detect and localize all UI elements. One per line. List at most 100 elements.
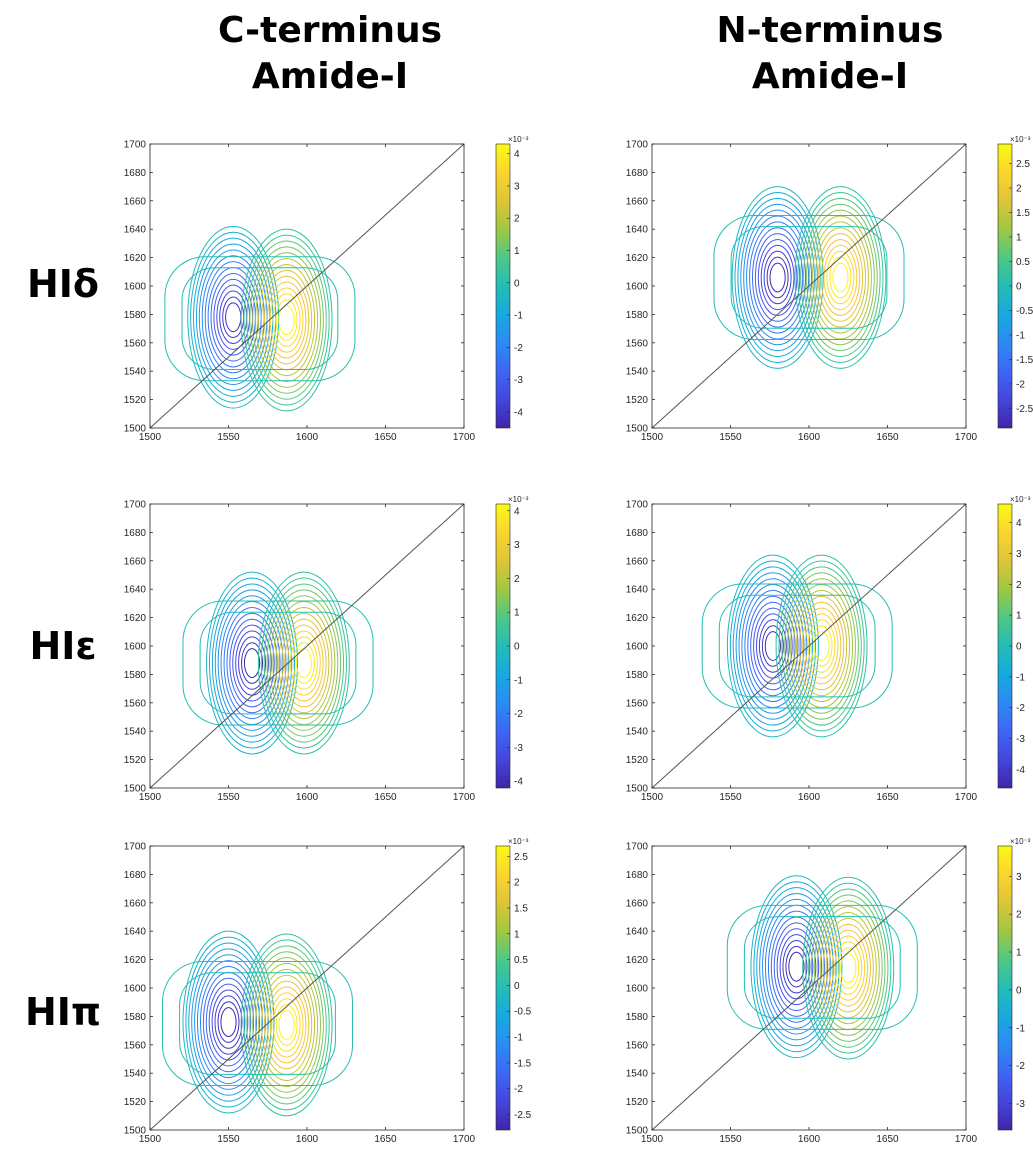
y-tick-label: 1600 <box>124 282 147 293</box>
contour-line <box>292 642 315 684</box>
x-tick-label: 1550 <box>217 432 240 443</box>
y-tick-label: 1600 <box>626 984 649 995</box>
contour-line <box>743 209 813 346</box>
contour-line <box>810 894 886 1042</box>
x-tick-label: 1700 <box>453 792 476 803</box>
contour-line <box>240 228 333 412</box>
contour-line <box>249 951 324 1099</box>
colorbar-exponent-label: ×10⁻³ <box>508 495 529 504</box>
y-tick-label: 1560 <box>124 338 147 349</box>
y-tick-label: 1500 <box>124 424 147 435</box>
contour-line <box>249 246 324 394</box>
colorbar-tick-label: 0 <box>1016 985 1022 996</box>
contour-line <box>269 992 304 1058</box>
row-label-hi-pi: HIπ <box>25 990 101 1034</box>
contour-line <box>252 957 321 1093</box>
contour-line <box>737 197 818 358</box>
x-tick-label: 1700 <box>955 792 978 803</box>
x-tick-label: 1600 <box>798 432 821 443</box>
contour-line <box>272 998 301 1052</box>
contour-line <box>784 572 859 720</box>
outer-contour <box>182 600 374 726</box>
colorbar-tick-label: -1 <box>1016 1023 1025 1034</box>
y-tick-label: 1620 <box>124 613 147 624</box>
contour-panel-hi-epsilon-c-terminus: 1500 1550 1600 1650 1700 1500 1520 1540 1560 1580… <box>124 495 529 803</box>
y-tick-label: 1520 <box>626 1097 649 1108</box>
colorbar-tick-label: -0.5 <box>1016 306 1033 317</box>
contour-line <box>752 227 804 328</box>
contour-line <box>220 1007 237 1037</box>
y-tick-label: 1560 <box>626 338 649 349</box>
contour-line <box>794 186 887 369</box>
contour-line <box>775 554 868 738</box>
x-tick-label: 1500 <box>139 1134 162 1145</box>
y-tick-label: 1700 <box>626 140 649 151</box>
contour-line <box>226 612 278 714</box>
x-tick-label: 1550 <box>719 432 742 443</box>
x-tick-label: 1650 <box>374 792 397 803</box>
contour-line <box>837 947 860 989</box>
contour-line <box>272 293 301 347</box>
y-tick-label: 1700 <box>124 842 147 853</box>
column-title-n-terminus: N-terminus Amide-I <box>650 8 1010 100</box>
contour-panel-hi-epsilon-n-terminus: 1500 1550 1600 1650 1700 1500 1520 1540 1560 1580… <box>626 495 1031 803</box>
contour-line <box>808 888 889 1048</box>
y-tick-label: 1680 <box>124 528 147 539</box>
x-tick-label: 1650 <box>374 432 397 443</box>
colorbar-tick-label: 1 <box>514 608 520 619</box>
contour-line <box>764 631 781 661</box>
outer-contour <box>701 583 893 709</box>
contour-line <box>732 566 814 726</box>
contour-line <box>188 942 269 1102</box>
contour-group <box>164 225 356 412</box>
colorbar-tick-label: 3 <box>514 540 520 551</box>
x-tick-label: 1600 <box>296 792 319 803</box>
outer-contour <box>718 594 876 698</box>
contour-line <box>810 625 833 667</box>
contour-line <box>750 601 796 691</box>
contour-line <box>191 948 266 1096</box>
contour-line <box>214 995 243 1049</box>
contour-line <box>757 239 798 316</box>
x-tick-label: 1550 <box>217 1134 240 1145</box>
colorbar-tick-label: 1.5 <box>514 903 528 914</box>
colorbar-exponent-label: ×10⁻³ <box>508 837 529 846</box>
x-tick-label: 1500 <box>139 432 162 443</box>
contour-line <box>211 583 293 743</box>
x-tick-label: 1600 <box>296 432 319 443</box>
x-tick-label: 1500 <box>641 1134 664 1145</box>
contour-line <box>814 227 866 328</box>
contour-line <box>223 606 281 720</box>
contour-line <box>820 239 861 316</box>
colorbar-tick-label: -3 <box>1016 734 1025 745</box>
colorbar-tick-label: 1.5 <box>1016 208 1030 219</box>
contour-line <box>819 912 877 1025</box>
contour-line <box>206 571 299 755</box>
y-tick-label: 1660 <box>124 898 147 909</box>
contour-line <box>289 636 318 690</box>
contour-line <box>278 1010 295 1040</box>
contour-line <box>813 900 883 1036</box>
y-tick-label: 1680 <box>626 168 649 179</box>
y-tick-label: 1580 <box>124 1012 147 1023</box>
y-tick-label: 1520 <box>124 395 147 406</box>
contour-panel-hi-delta-c-terminus: 1500 1550 1600 1650 1700 1500 1520 1540 1560 1580… <box>124 135 529 443</box>
row-label-hi-epsilon: HIε <box>29 624 97 668</box>
contour-line <box>726 554 819 738</box>
colorbar-tick-label: 2 <box>514 878 520 889</box>
diagonal-line <box>651 845 967 1131</box>
y-tick-label: 1620 <box>124 955 147 966</box>
x-tick-label: 1550 <box>719 792 742 803</box>
contour-line <box>778 560 865 732</box>
contour-line <box>260 577 347 749</box>
contour-line <box>806 209 875 346</box>
contour-line <box>243 648 261 678</box>
contour-line <box>738 578 808 714</box>
colorbar-exponent-label: ×10⁻³ <box>1010 495 1031 504</box>
y-tick-label: 1640 <box>124 585 147 596</box>
contour-line <box>802 876 895 1060</box>
contour-line <box>767 910 825 1023</box>
x-tick-label: 1550 <box>719 1134 742 1145</box>
colorbar-tick-label: -4 <box>514 407 523 418</box>
contour-line <box>255 258 319 383</box>
